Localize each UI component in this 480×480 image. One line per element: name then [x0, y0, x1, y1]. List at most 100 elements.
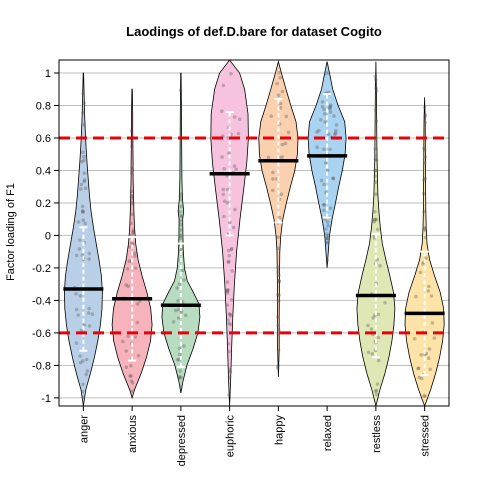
- data-point: [130, 201, 135, 206]
- data-point: [126, 334, 130, 339]
- axis-layer: -1 -0.8 -0.6 -0.4 -0.2 0 0.2 0.4 0.6 0.8 1 anger anx…: [32, 59, 450, 466]
- data-point: [128, 374, 132, 378]
- data-point: [373, 210, 377, 214]
- data-point: [424, 256, 429, 261]
- data-point: [326, 223, 331, 228]
- data-point: [416, 366, 421, 371]
- data-point: [129, 200, 134, 205]
- data-point: [422, 178, 426, 182]
- data-point: [175, 358, 180, 362]
- data-point: [79, 187, 83, 191]
- data-point: [225, 289, 230, 293]
- data-point: [422, 105, 427, 110]
- data-point: [77, 247, 82, 251]
- data-point: [325, 240, 330, 245]
- data-point: [133, 266, 138, 270]
- data-point: [277, 279, 282, 284]
- data-point: [375, 392, 379, 397]
- data-point: [320, 105, 325, 109]
- data-point: [277, 293, 282, 298]
- data-point: [232, 115, 237, 119]
- data-point: [178, 88, 183, 93]
- data-point: [178, 197, 183, 201]
- data-point: [325, 168, 330, 173]
- data-point: [179, 310, 184, 314]
- data-point: [87, 257, 91, 261]
- data-point: [81, 110, 85, 115]
- data-point: [87, 306, 91, 311]
- data-point: [176, 316, 181, 320]
- data-point: [228, 322, 233, 327]
- data-point: [276, 366, 280, 370]
- data-point: [129, 364, 133, 368]
- data-point: [324, 232, 329, 237]
- plot-frame: [58, 59, 450, 407]
- data-point: [373, 217, 377, 222]
- data-point: [225, 201, 230, 205]
- data-point: [178, 209, 182, 214]
- data-point: [178, 233, 183, 238]
- data-point: [128, 245, 132, 249]
- data-point: [180, 214, 184, 219]
- data-point: [80, 204, 85, 209]
- data-point: [130, 380, 135, 385]
- data-point: [178, 228, 183, 232]
- violin-anger: [63, 72, 103, 407]
- data-point: [334, 128, 338, 133]
- data-point: [418, 270, 423, 275]
- data-point: [90, 312, 95, 317]
- data-point: [422, 146, 426, 151]
- data-point: [171, 320, 176, 324]
- data-point: [280, 89, 285, 94]
- data-point: [81, 91, 85, 96]
- data-point: [371, 316, 376, 320]
- data-point: [78, 238, 82, 242]
- data-point: [374, 158, 379, 162]
- data-point: [372, 220, 376, 224]
- data-point: [226, 318, 230, 322]
- data-point: [326, 70, 331, 75]
- data-point: [423, 148, 427, 152]
- data-point: [125, 267, 130, 271]
- data-point: [427, 284, 431, 289]
- data-point: [383, 300, 387, 305]
- data-point: [423, 120, 427, 125]
- data-point: [129, 189, 134, 194]
- data-point: [373, 174, 377, 178]
- data-point: [427, 347, 432, 351]
- data-point: [328, 107, 332, 111]
- data-point: [82, 171, 87, 175]
- data-point: [178, 352, 182, 357]
- data-point: [276, 299, 281, 303]
- data-point: [323, 161, 328, 165]
- data-point: [234, 167, 238, 172]
- data-point: [130, 196, 134, 201]
- data-point: [422, 161, 427, 165]
- data-point: [227, 151, 231, 155]
- data-point: [130, 144, 134, 148]
- x-tick-label-happy: happy: [273, 415, 285, 445]
- data-point: [237, 117, 242, 121]
- data-point: [328, 147, 332, 152]
- x-tick-label-relaxed: relaxed: [322, 415, 334, 451]
- data-point: [419, 353, 424, 357]
- chart-title: Laodings of def.D.bare for dataset Cogit…: [126, 24, 382, 39]
- data-point: [179, 191, 184, 196]
- data-point: [271, 188, 275, 193]
- data-point: [373, 108, 378, 112]
- data-point: [177, 307, 181, 312]
- data-point: [322, 107, 326, 112]
- data-point: [266, 155, 271, 160]
- data-point: [279, 192, 284, 196]
- data-point: [222, 166, 226, 171]
- data-point: [374, 89, 379, 93]
- data-point: [269, 114, 274, 118]
- data-point: [323, 112, 327, 116]
- data-point: [222, 199, 227, 203]
- data-point: [228, 369, 233, 374]
- data-point: [231, 225, 236, 230]
- data-point: [82, 178, 87, 182]
- data-point: [226, 248, 231, 253]
- data-point: [228, 312, 232, 317]
